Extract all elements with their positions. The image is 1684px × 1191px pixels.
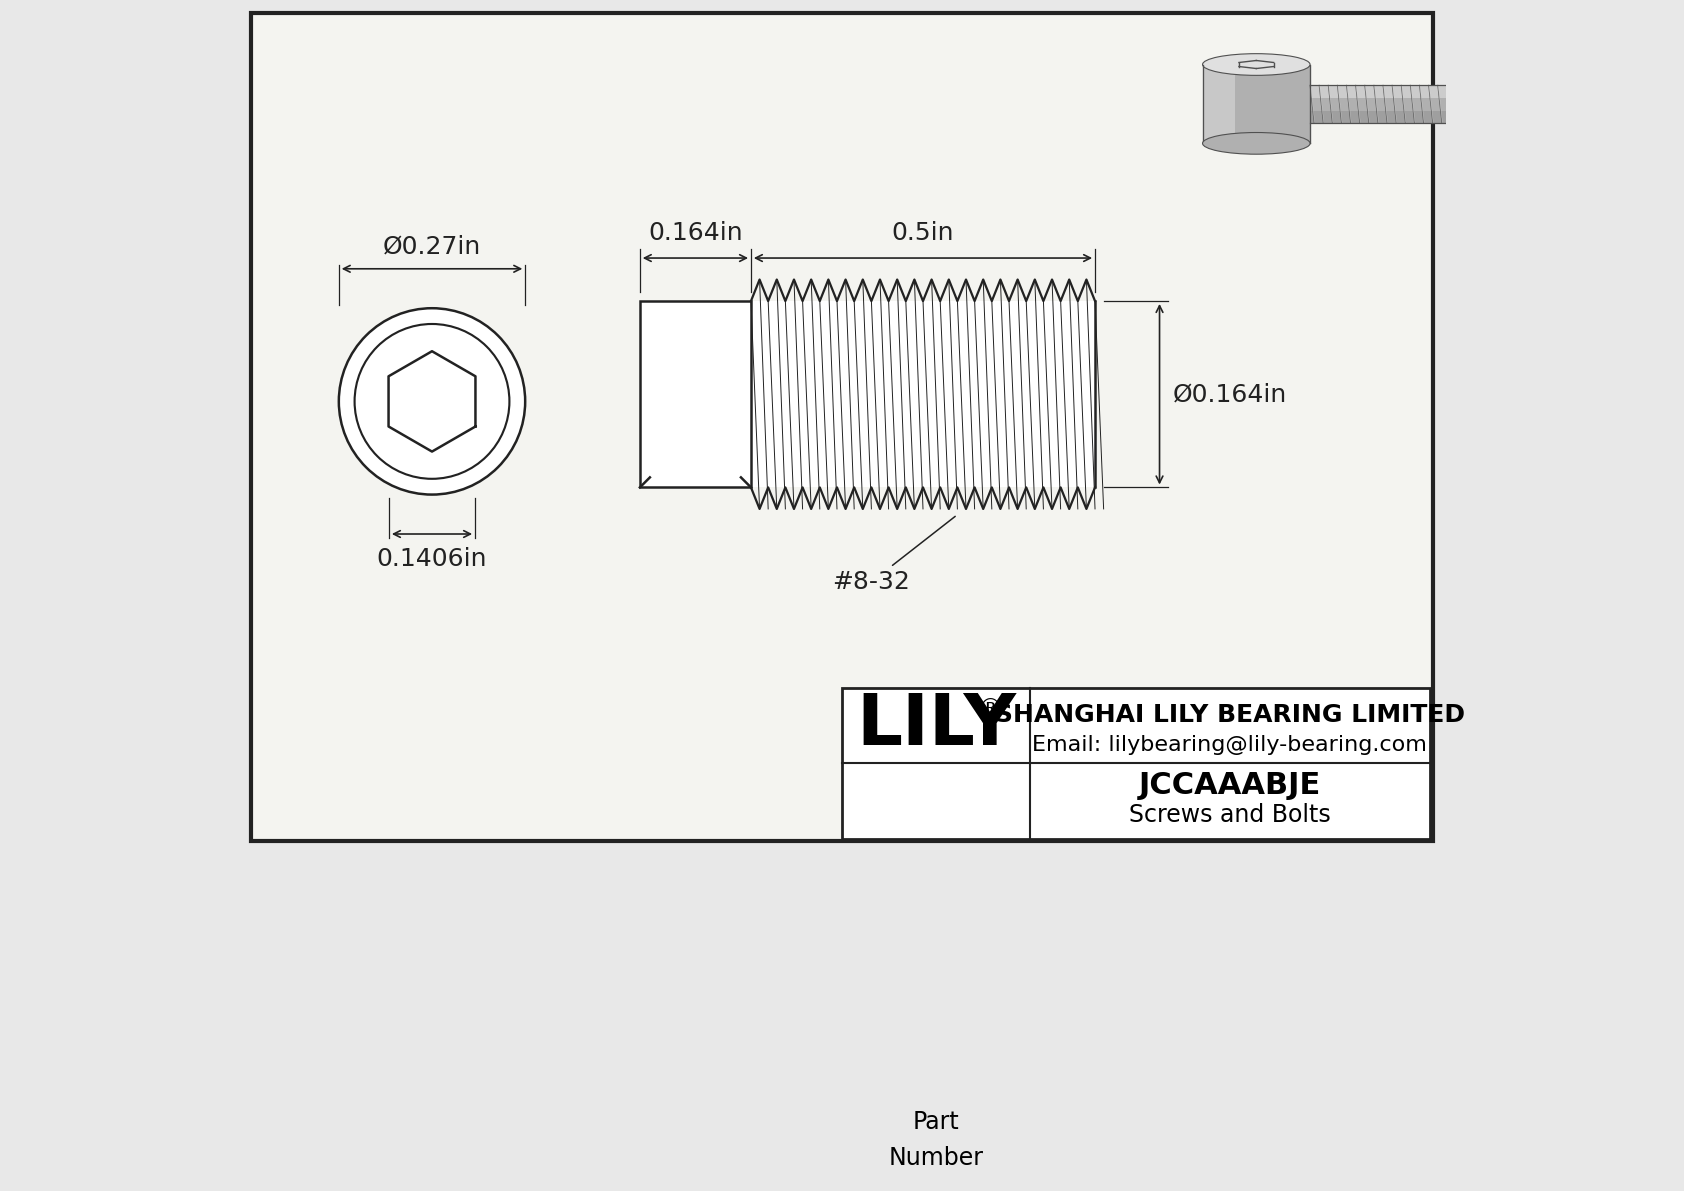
Text: JCCAAABJE: JCCAAABJE [1138,772,1320,800]
Text: Ø0.27in: Ø0.27in [382,235,482,258]
Text: LILY: LILY [855,691,1015,760]
Bar [640,301,751,487]
Text: 0.164in: 0.164in [648,222,743,245]
Bar [1310,86,1511,99]
Ellipse shape [1202,54,1310,75]
Text: Ø0.164in: Ø0.164in [1172,382,1287,406]
Text: Part
Number: Part Number [889,1110,983,1170]
Text: Screws and Bolts: Screws and Bolts [1128,803,1330,827]
Bar [1310,86,1511,123]
Text: 0.5in: 0.5in [893,222,955,245]
Text: ®: ® [977,698,1002,722]
Bar [842,688,1430,838]
Bar [1310,112,1511,123]
Bar [1202,64,1234,143]
Text: #8-32: #8-32 [832,517,955,594]
Ellipse shape [1502,86,1519,123]
Text: Email: lilybearing@lily-bearing.com: Email: lilybearing@lily-bearing.com [1032,735,1428,755]
Text: SHANGHAI LILY BEARING LIMITED: SHANGHAI LILY BEARING LIMITED [995,703,1465,728]
Bar [1202,64,1310,143]
Circle shape [338,308,525,494]
Text: 0.1406in: 0.1406in [377,547,487,570]
Bar [751,301,1095,487]
Circle shape [355,324,510,479]
Ellipse shape [1202,132,1310,154]
